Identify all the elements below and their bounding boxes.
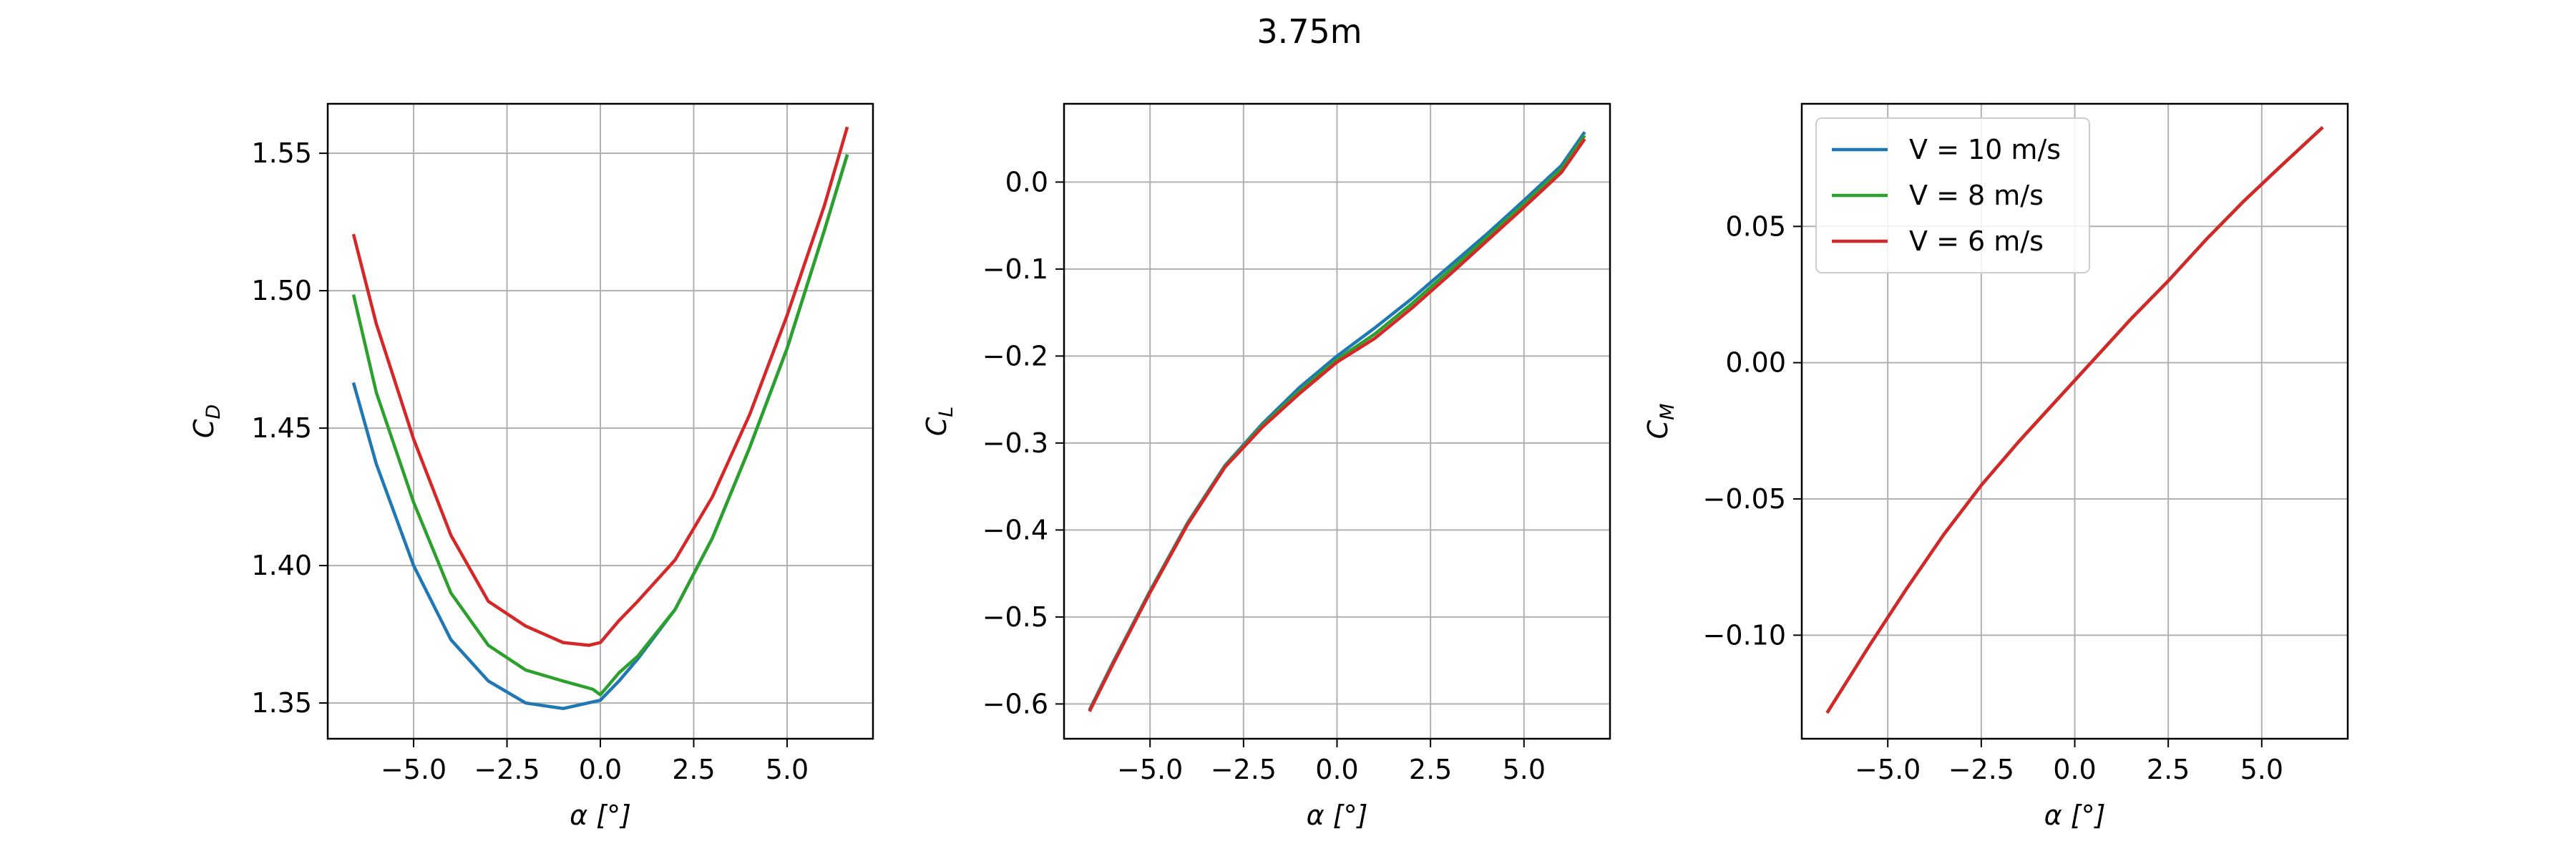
subplot-area: −5.0 −2.5 0.0 2.5 5.0 1.35 1.40 1.45 1.50 1.55 α [… (188, 102, 2349, 831)
y-tick-label: −0.5 (982, 601, 1048, 633)
series-line-3 (351, 126, 849, 647)
legend-label-3: V = 6 m/s (1909, 225, 2044, 257)
x-tick-label: 2.5 (1409, 754, 1452, 785)
subplot-1: −5.0 −2.5 0.0 2.5 5.0 1.35 1.40 1.45 1.50 1.55 α [… (188, 102, 874, 831)
y-axis-label-main: C (1642, 419, 1674, 439)
y-tick-label: −0.6 (982, 688, 1048, 719)
y-tick-label: 0.05 (1725, 210, 1786, 242)
series-line-3 (1088, 137, 1586, 712)
subplot-2: −5.0 −2.5 0.0 2.5 5.0 −0.6 −0.5 −0.4 −0.3 −0.2 −0.… (921, 102, 1611, 831)
y-tick-label: −0.05 (1703, 483, 1786, 515)
x-axis-label: α [°] (2044, 800, 2106, 831)
x-tick-label: −2.5 (1948, 754, 2014, 785)
y-axis-label-subscript: L (935, 407, 957, 417)
subplot-3: −5.0 −2.5 0.0 2.5 5.0 −0.10 −0.05 0.00 0.05 α [°]… (1642, 102, 2349, 831)
x-tick-label: 5.0 (766, 754, 809, 785)
y-tick-label: −0.4 (982, 514, 1048, 545)
y-tick-label: −0.3 (982, 427, 1048, 459)
y-tick-label: −0.1 (982, 253, 1048, 285)
x-tick-label: −2.5 (1211, 754, 1277, 785)
legend-label-2: V = 8 m/s (1909, 180, 2044, 211)
series-line-2 (351, 154, 849, 697)
x-tick-label: 5.0 (1503, 754, 1546, 785)
x-tick-label: 0.0 (1315, 754, 1358, 785)
x-tick-label: 2.5 (2147, 754, 2190, 785)
x-tick-label: 2.5 (672, 754, 715, 785)
y-tick-label: 1.45 (251, 412, 312, 444)
y-tick-label: 1.55 (251, 137, 312, 169)
y-axis-label-subscript: M (1657, 404, 1679, 420)
legend-label-1: V = 10 m/s (1909, 134, 2061, 165)
y-tick-label: 0.00 (1725, 347, 1786, 379)
x-tick-label: 5.0 (2240, 754, 2283, 785)
x-axis-label: α [°] (570, 800, 631, 831)
y-axis-label: CD (188, 404, 225, 438)
y-axis-label: CL (921, 407, 957, 437)
x-tick-label: −5.0 (1855, 754, 1921, 785)
legend: V = 10 m/s V = 8 m/s V = 6 m/s (1815, 117, 2090, 273)
y-tick-label: 0.0 (1005, 166, 1048, 198)
x-tick-label: −5.0 (1117, 754, 1183, 785)
figure-suptitle: 3.75m (1257, 12, 1362, 51)
x-tick-label: −5.0 (381, 754, 447, 785)
y-tick-label: −0.2 (982, 340, 1048, 372)
y-axis-label: CM (1642, 404, 1679, 440)
y-axis-label-main: C (921, 417, 952, 436)
legend-frame (1815, 117, 2090, 273)
y-tick-label: 1.50 (251, 275, 312, 306)
x-axis-label: α [°] (1307, 800, 1368, 831)
y-tick-label: 1.35 (251, 687, 312, 719)
y-tick-label: −0.10 (1703, 619, 1786, 651)
y-tick-label: 1.40 (251, 550, 312, 581)
y-axis-label-main: C (188, 419, 220, 438)
y-axis-label-subscript: D (203, 404, 225, 419)
x-tick-label: 0.0 (579, 754, 622, 785)
series-line-3 (1825, 126, 2324, 714)
x-tick-label: 0.0 (2053, 754, 2096, 785)
x-tick-label: −2.5 (474, 754, 540, 785)
